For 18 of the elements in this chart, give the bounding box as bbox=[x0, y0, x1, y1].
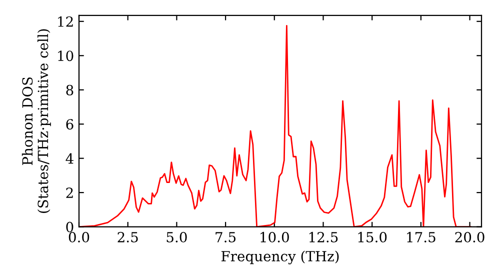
y-tick-label: 4 bbox=[66, 153, 74, 164]
y-tick-label: 2 bbox=[66, 188, 73, 198]
x-tick-label: 12.5 bbox=[309, 232, 338, 242]
x-axis-title: Frequency (THz) bbox=[221, 250, 339, 264]
x-tick-label: 5.0 bbox=[166, 232, 187, 242]
x-tick-label: 2.5 bbox=[118, 232, 138, 242]
y-tick-label: 10 bbox=[58, 50, 74, 62]
x-tick-label: 10.0 bbox=[260, 232, 289, 242]
x-tick-label: 7.5 bbox=[216, 232, 236, 242]
x-tick-label: 0.0 bbox=[68, 232, 90, 242]
x-tick-label: 17.5 bbox=[407, 232, 436, 242]
y-tick-label: 6 bbox=[66, 119, 74, 130]
y-tick-label: 0 bbox=[66, 222, 74, 232]
y-axis-title: Phonon DOS (States/THz·primitive cell) bbox=[22, 29, 51, 213]
y-tick-label: 12 bbox=[58, 16, 73, 27]
y-tick-label: 8 bbox=[66, 84, 74, 96]
x-tick-label: 15.0 bbox=[358, 232, 387, 242]
x-tick-label: 20.0 bbox=[455, 232, 484, 242]
